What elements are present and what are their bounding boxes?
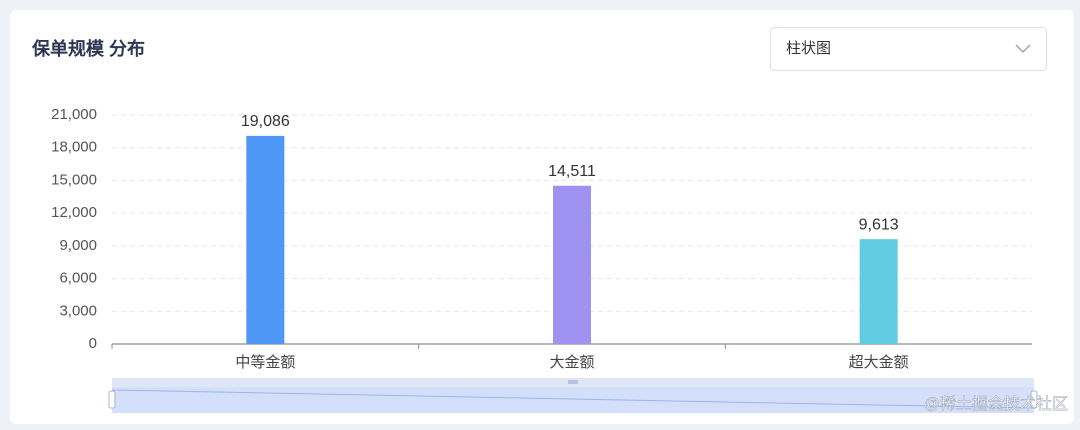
y-tick-label: 15,000: [51, 171, 97, 188]
bar: [246, 135, 285, 344]
value-label: 9,613: [859, 216, 899, 233]
select-chevron[interactable]: [1015, 44, 1031, 54]
data-zoom[interactable]: [108, 378, 1038, 413]
select-value[interactable]: 柱状图: [786, 40, 831, 57]
y-tick-label: 9,000: [59, 237, 97, 254]
value-label: 14,511: [548, 163, 596, 180]
zoom-selection[interactable]: [112, 387, 1034, 413]
y-tick-label: 18,000: [51, 139, 97, 156]
x-tick-label: 大金额: [549, 354, 594, 371]
x-tick-label: 中等金额: [235, 353, 295, 371]
x-tick-label: 超大金额: [849, 354, 909, 371]
zoom-shadow: [111, 389, 1035, 409]
bar: [859, 239, 898, 344]
chart-title: 保单规模 分布: [31, 38, 145, 59]
card: [10, 10, 1074, 424]
zoom-handle[interactable]: [1030, 390, 1038, 409]
value-label: 19,086: [241, 113, 290, 130]
zoom-handle[interactable]: [108, 390, 116, 409]
bar: [553, 185, 591, 344]
y-tick-label: 6,000: [59, 270, 97, 287]
zoom-grip[interactable]: [568, 380, 578, 384]
select-box[interactable]: [770, 27, 1047, 71]
y-tick-label: 12,000: [51, 204, 97, 221]
chart-type-select[interactable]: 柱状图: [770, 27, 1047, 71]
y-tick-label: 0: [89, 335, 97, 352]
y-tick-label: 21,000: [51, 106, 97, 123]
watermark: @稀土掘金技术社区: [924, 395, 1068, 413]
y-tick-label: 3,000: [59, 302, 97, 319]
